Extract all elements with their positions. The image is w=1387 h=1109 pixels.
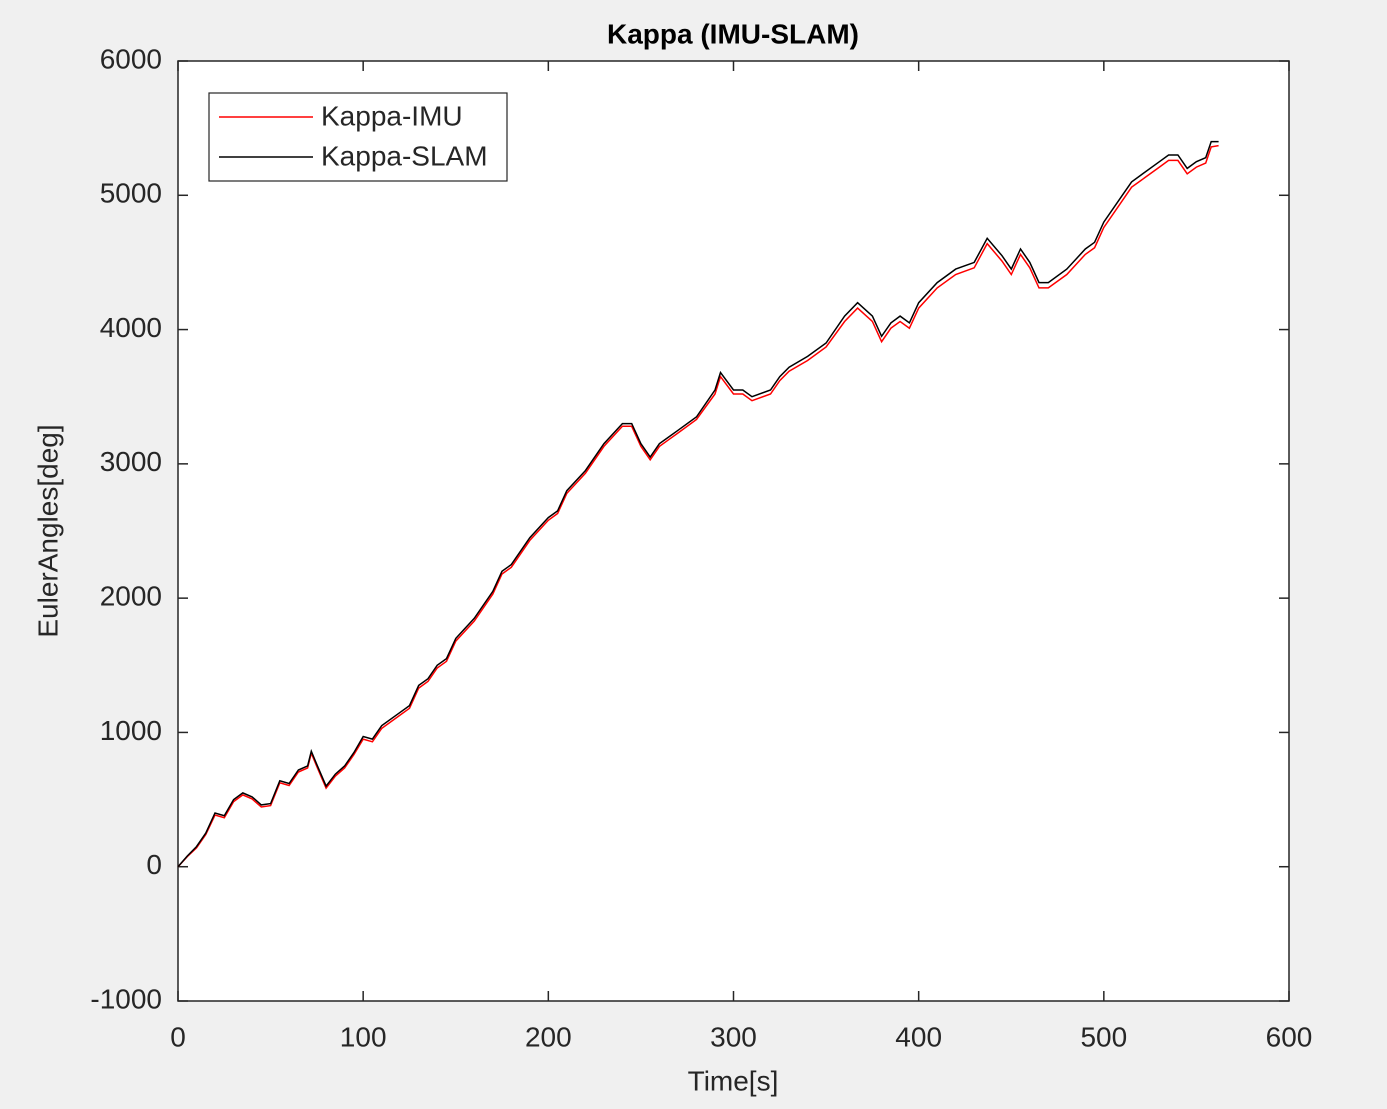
y-tick-label: -1000 bbox=[90, 983, 162, 1014]
y-tick-label: 6000 bbox=[100, 43, 162, 74]
x-tick-label: 0 bbox=[170, 1021, 186, 1052]
legend-label: Kappa-SLAM bbox=[321, 140, 488, 171]
y-tick-label: 1000 bbox=[100, 715, 162, 746]
y-tick-label: 4000 bbox=[100, 312, 162, 343]
plot-area bbox=[177, 60, 1290, 1002]
x-tick-label: 300 bbox=[710, 1021, 757, 1052]
y-tick-label: 3000 bbox=[100, 446, 162, 477]
legend-box bbox=[208, 92, 508, 182]
chart-title: Kappa (IMU-SLAM) bbox=[607, 18, 859, 49]
x-tick-label: 500 bbox=[1080, 1021, 1127, 1052]
legend-label: Kappa-IMU bbox=[321, 100, 463, 131]
y-tick-label: 2000 bbox=[100, 581, 162, 612]
x-tick-label: 200 bbox=[525, 1021, 572, 1052]
x-tick-label: 400 bbox=[895, 1021, 942, 1052]
x-axis-label: Time[s] bbox=[688, 1065, 779, 1096]
series-line bbox=[177, 140, 1219, 868]
series-line bbox=[177, 144, 1219, 868]
y-axis-label: EulerAngles[deg] bbox=[32, 424, 63, 637]
x-tick-label: 600 bbox=[1266, 1021, 1313, 1052]
y-tick-label: 0 bbox=[146, 849, 162, 880]
y-tick-label: 5000 bbox=[100, 178, 162, 209]
x-tick-label: 100 bbox=[340, 1021, 387, 1052]
